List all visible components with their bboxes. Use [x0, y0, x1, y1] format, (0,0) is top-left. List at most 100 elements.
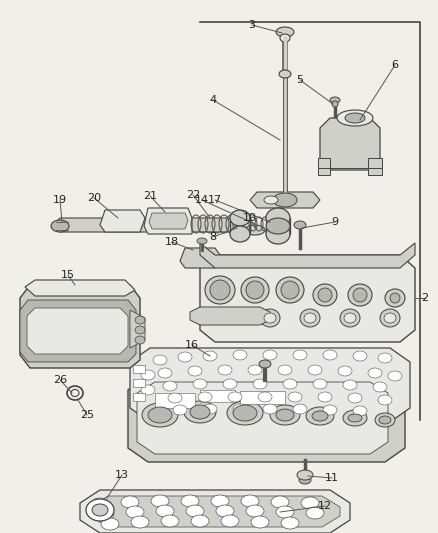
- Ellipse shape: [299, 309, 319, 327]
- Ellipse shape: [389, 293, 399, 303]
- Ellipse shape: [292, 404, 306, 414]
- Ellipse shape: [244, 225, 265, 235]
- Ellipse shape: [339, 309, 359, 327]
- Ellipse shape: [377, 353, 391, 363]
- Text: 15: 15: [61, 270, 75, 280]
- Ellipse shape: [317, 288, 331, 302]
- Ellipse shape: [240, 495, 258, 507]
- Ellipse shape: [367, 368, 381, 378]
- Ellipse shape: [259, 309, 279, 327]
- Ellipse shape: [347, 414, 361, 422]
- Ellipse shape: [223, 379, 237, 389]
- Ellipse shape: [252, 379, 266, 389]
- Ellipse shape: [91, 498, 109, 510]
- Polygon shape: [100, 210, 145, 232]
- Polygon shape: [148, 213, 187, 229]
- Ellipse shape: [155, 505, 173, 517]
- Ellipse shape: [297, 470, 312, 480]
- Ellipse shape: [240, 277, 268, 303]
- Ellipse shape: [352, 351, 366, 361]
- Ellipse shape: [387, 371, 401, 381]
- Ellipse shape: [209, 280, 230, 300]
- Ellipse shape: [131, 516, 148, 528]
- Text: 11: 11: [324, 473, 338, 483]
- Ellipse shape: [233, 350, 247, 360]
- Ellipse shape: [280, 517, 298, 529]
- Ellipse shape: [92, 504, 108, 516]
- Ellipse shape: [305, 507, 323, 519]
- Ellipse shape: [184, 401, 215, 423]
- Ellipse shape: [307, 365, 321, 375]
- Ellipse shape: [148, 407, 172, 423]
- Ellipse shape: [303, 313, 315, 323]
- Ellipse shape: [265, 208, 290, 228]
- Text: 16: 16: [184, 340, 198, 350]
- Text: 19: 19: [53, 195, 67, 205]
- Ellipse shape: [215, 505, 233, 517]
- Ellipse shape: [374, 413, 394, 427]
- Ellipse shape: [312, 284, 336, 306]
- Bar: [155, 393, 194, 408]
- Text: 6: 6: [391, 60, 398, 70]
- Ellipse shape: [153, 355, 166, 365]
- Polygon shape: [249, 192, 319, 208]
- Text: 12: 12: [317, 501, 331, 511]
- Ellipse shape: [186, 505, 204, 517]
- Ellipse shape: [298, 476, 310, 484]
- Ellipse shape: [322, 405, 336, 415]
- Ellipse shape: [352, 288, 366, 302]
- Ellipse shape: [193, 379, 207, 389]
- Ellipse shape: [276, 409, 293, 421]
- Ellipse shape: [173, 405, 187, 415]
- Text: 17: 17: [208, 195, 222, 205]
- Ellipse shape: [198, 392, 212, 402]
- Text: 10: 10: [243, 213, 256, 223]
- Ellipse shape: [272, 193, 297, 207]
- Ellipse shape: [305, 407, 333, 425]
- Ellipse shape: [126, 506, 144, 518]
- Ellipse shape: [86, 499, 114, 521]
- Ellipse shape: [202, 404, 216, 414]
- Polygon shape: [137, 382, 387, 454]
- Ellipse shape: [300, 497, 318, 509]
- Ellipse shape: [337, 366, 351, 376]
- Ellipse shape: [190, 405, 209, 419]
- Text: 5: 5: [296, 75, 303, 85]
- Ellipse shape: [205, 276, 234, 304]
- Ellipse shape: [277, 365, 291, 375]
- Ellipse shape: [279, 70, 290, 78]
- Bar: [133, 393, 145, 401]
- Ellipse shape: [151, 495, 169, 507]
- Ellipse shape: [258, 360, 270, 368]
- Text: 3: 3: [248, 20, 255, 30]
- Polygon shape: [130, 348, 409, 422]
- Ellipse shape: [347, 393, 361, 403]
- Ellipse shape: [247, 365, 261, 375]
- Ellipse shape: [121, 496, 139, 508]
- Ellipse shape: [342, 380, 356, 390]
- Text: 13: 13: [115, 470, 129, 480]
- Ellipse shape: [270, 496, 288, 508]
- Polygon shape: [319, 118, 379, 170]
- Ellipse shape: [141, 370, 155, 380]
- Ellipse shape: [71, 390, 79, 397]
- Ellipse shape: [329, 97, 339, 103]
- Ellipse shape: [141, 385, 155, 395]
- Polygon shape: [144, 208, 191, 234]
- Ellipse shape: [293, 221, 305, 229]
- Ellipse shape: [245, 505, 263, 517]
- Text: 25: 25: [80, 410, 94, 420]
- Ellipse shape: [233, 405, 256, 421]
- Ellipse shape: [187, 366, 201, 376]
- Ellipse shape: [265, 218, 290, 234]
- Polygon shape: [80, 490, 349, 533]
- Ellipse shape: [287, 392, 301, 402]
- Ellipse shape: [162, 381, 177, 391]
- Ellipse shape: [283, 379, 297, 389]
- Ellipse shape: [233, 404, 247, 414]
- Ellipse shape: [311, 411, 327, 421]
- Bar: [240, 391, 284, 404]
- Ellipse shape: [336, 110, 372, 126]
- Bar: [200, 390, 234, 402]
- Ellipse shape: [331, 101, 337, 107]
